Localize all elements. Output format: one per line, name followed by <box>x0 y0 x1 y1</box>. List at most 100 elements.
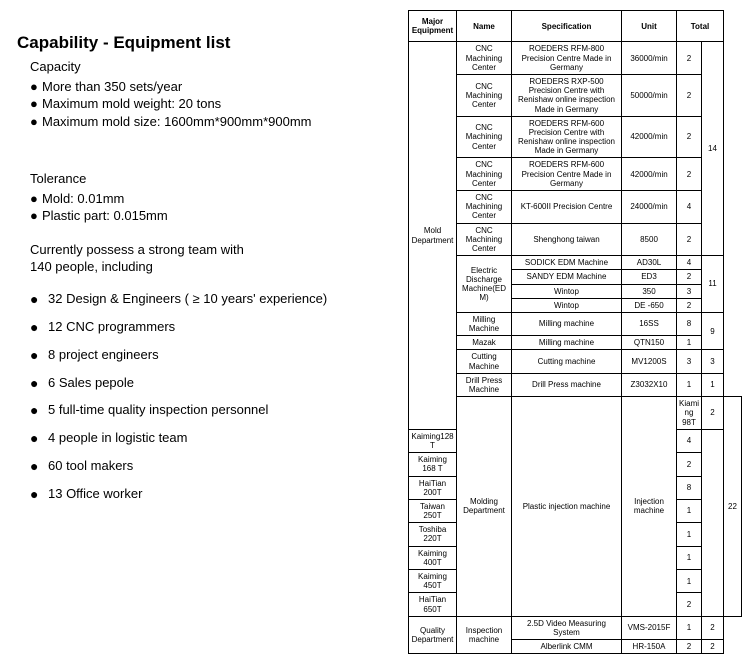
tolerance-heading: Tolerance <box>30 170 390 188</box>
name-cell: CNC Machining Center <box>457 191 512 224</box>
group-total-cell: 3 <box>702 350 724 373</box>
total-cell: 2 <box>677 74 702 116</box>
total-cell: 1 <box>677 373 702 396</box>
page-title: Capability - Equipment list <box>17 33 230 53</box>
team-item: ● 5 full-time quality inspection personn… <box>30 401 390 420</box>
unit-cell: 8500 <box>622 223 677 256</box>
spec-cell: Drill Press machine <box>512 373 622 396</box>
total-cell: 8 <box>677 476 702 499</box>
bullet-icon: ● <box>30 401 48 420</box>
spec-cell: SANDY EDM Machine <box>512 270 622 284</box>
spec-cell: Wintop <box>512 284 622 298</box>
unit-cell: 16SS <box>622 312 677 335</box>
total-cell: 8 <box>677 312 702 335</box>
name-cell: CNC Machining Center <box>457 158 512 191</box>
unit-cell: Kaiming 450T <box>409 570 457 593</box>
team-text: 4 people in logistic team <box>48 429 187 447</box>
total-cell: 4 <box>677 191 702 224</box>
unit-cell: Kaiming128T <box>409 429 457 452</box>
total-cell: 2 <box>677 640 702 654</box>
team-list: ●32 Design & Engineers ( ≥ 10 years' exp… <box>30 290 390 504</box>
unit-cell: Taiwan 250T <box>409 499 457 522</box>
capacity-text: Maximum mold size: 1600mm*900mm*900mm <box>42 113 311 131</box>
name-cell: Mazak <box>457 336 512 350</box>
table-row: Molding Department Plastic injection mac… <box>409 397 742 430</box>
name-cell: CNC Machining Center <box>457 116 512 158</box>
unit-cell: VMS-2015F <box>622 616 677 639</box>
th-unit: Unit <box>622 11 677 42</box>
unit-cell: 42000/min <box>622 116 677 158</box>
th-name: Name <box>457 11 512 42</box>
table-header-row: Major Equipment Name Specification Unit … <box>409 11 742 42</box>
bullet-icon: ● <box>30 346 48 365</box>
table-row: Quality Department Inspection machine 2.… <box>409 616 742 639</box>
left-column: Capacity ●More than 350 sets/year ●Maxim… <box>30 58 390 513</box>
dept-cell: Molding Department <box>457 397 512 617</box>
capacity-text: More than 350 sets/year <box>42 78 182 96</box>
dept-cell: Quality Department <box>409 616 457 654</box>
name-cell: Drill Press Machine <box>457 373 512 396</box>
name-cell: Cutting Machine <box>457 350 512 373</box>
equipment-table: Major Equipment Name Specification Unit … <box>408 10 742 654</box>
group-total-cell: 22 <box>724 397 742 617</box>
table-row: Milling Machine Milling machine 16SS 8 9 <box>409 312 742 335</box>
total-cell: 2 <box>677 223 702 256</box>
tolerance-text: Mold: 0.01mm <box>42 190 124 208</box>
unit-cell: QTN150 <box>622 336 677 350</box>
unit-cell: HaiTian 650T <box>409 593 457 616</box>
total-cell: 4 <box>677 429 702 452</box>
total-cell: 3 <box>677 350 702 373</box>
name-cell: Milling Machine <box>457 312 512 335</box>
bullet-icon: ● <box>30 318 48 337</box>
bullet-icon: ● <box>30 429 48 448</box>
unit-cell: DE -650 <box>622 298 677 312</box>
unit-cell: 36000/min <box>622 42 677 75</box>
unit-cell: Toshiba 220T <box>409 523 457 546</box>
total-cell: 2 <box>677 158 702 191</box>
name-cell: Inspection machine <box>457 616 512 654</box>
spec-cell: Cutting machine <box>512 350 622 373</box>
group-total-cell: 9 <box>702 312 724 350</box>
spec-cell: ROEDERS RXP-500 Precision Centre with Re… <box>512 74 622 116</box>
bullet-icon: ● <box>30 485 48 504</box>
spec-cell: Shenghong taiwan <box>512 223 622 256</box>
total-cell: 2 <box>677 453 702 476</box>
spec-cell: ROEDERS RFM-800 Precision Centre Made in… <box>512 42 622 75</box>
table-row: Drill Press Machine Drill Press machine … <box>409 373 742 396</box>
team-text: 13 Office worker <box>48 485 142 503</box>
total-cell: 2 <box>702 397 724 430</box>
group-total-cell: 14 <box>702 42 724 256</box>
bullet-icon: ● <box>30 207 42 225</box>
team-text: 32 Design & Engineers ( ≥ 10 years' expe… <box>48 290 327 308</box>
unit-cell: 42000/min <box>622 158 677 191</box>
capacity-heading: Capacity <box>30 58 390 76</box>
spec-cell: 2.5D Video Measuring System <box>512 616 622 639</box>
total-cell: 2 <box>677 42 702 75</box>
team-item: ● 60 tool makers <box>30 457 390 476</box>
unit-cell: Kaiming 400T <box>409 546 457 569</box>
bullet-icon: ● <box>30 113 42 131</box>
table-row: Mold Department CNC Machining Center ROE… <box>409 42 742 75</box>
total-cell: 3 <box>677 284 702 298</box>
bullet-icon: ● <box>30 290 48 309</box>
unit-cell: Z3032X10 <box>622 373 677 396</box>
table-row: CNC Machining Center ROEDERS RFM-600 Pre… <box>409 158 742 191</box>
unit-cell: ED3 <box>622 270 677 284</box>
capacity-item: ●More than 350 sets/year <box>30 78 390 96</box>
team-item: ● 6 Sales pepole <box>30 374 390 393</box>
table-row: CNC Machining Center ROEDERS RXP-500 Pre… <box>409 74 742 116</box>
total-cell: 2 <box>677 116 702 158</box>
unit-cell: 24000/min <box>622 191 677 224</box>
spec-cell: Injection machine <box>622 397 677 617</box>
tolerance-item: ●Mold: 0.01mm <box>30 190 390 208</box>
name-cell: CNC Machining Center <box>457 74 512 116</box>
table-row: Cutting Machine Cutting machine MV1200S … <box>409 350 742 373</box>
team-text: 12 CNC programmers <box>48 318 175 336</box>
spec-cell: KT-600II Precision Centre <box>512 191 622 224</box>
name-cell: CNC Machining Center <box>457 223 512 256</box>
spec-cell: ROEDERS RFM-600 Precision Centre Made in… <box>512 158 622 191</box>
unit-cell: AD30L <box>622 256 677 270</box>
team-intro-line: 140 people, including <box>30 258 390 276</box>
table-row: Electric Discharge Machine(EDM) SODICK E… <box>409 256 742 270</box>
name-cell: Electric Discharge Machine(EDM) <box>457 256 512 313</box>
